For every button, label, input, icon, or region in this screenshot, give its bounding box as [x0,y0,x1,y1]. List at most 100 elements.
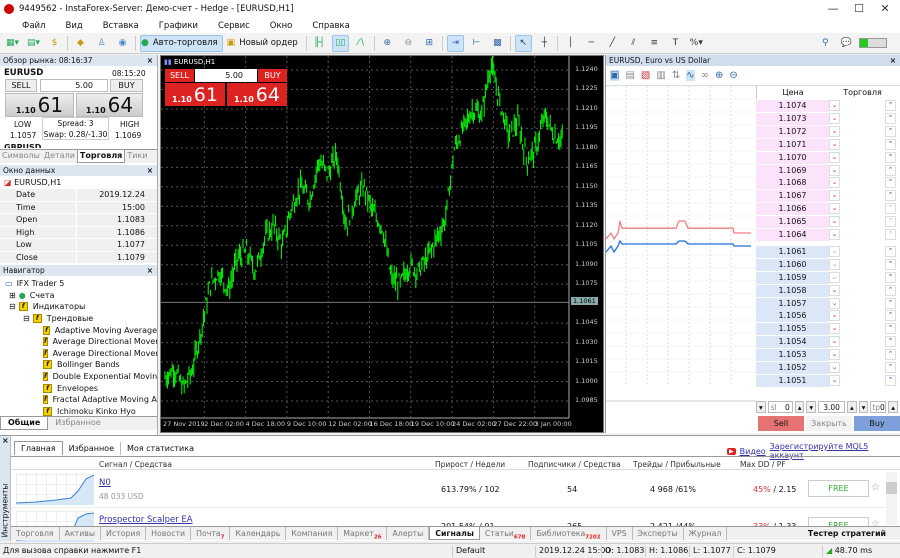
signal-name-link[interactable]: N0 [99,478,111,488]
nav-trend[interactable]: ⊟ f Трендовые [5,313,157,325]
advanced-icon[interactable]: ⇅ [671,70,681,81]
sl-input[interactable]: sl 0 [767,401,793,413]
depth-chart-icon[interactable]: ▣ [610,70,620,81]
buy-limit-icon[interactable]: ⌃ [885,374,896,386]
zoom-out-icon[interactable]: ⊖ [729,70,738,81]
crosshair-icon[interactable]: ┼ [541,38,548,48]
profiles-icon[interactable]: ▤▾ [26,38,41,48]
sl-increase[interactable]: ▴ [794,401,805,413]
buy-limit-icon[interactable]: ⌃ [885,362,896,373]
nav-indicator-item[interactable]: f Adaptive Moving Average [5,324,157,336]
menu-insert[interactable]: Вставка [102,20,139,31]
sell-limit-icon[interactable]: ⌄ [829,245,840,257]
sell-limit-icon[interactable]: ⌄ [829,138,840,150]
sell-limit-icon[interactable]: ⌄ [829,271,840,283]
depth-price[interactable]: 1.1054 [756,336,829,350]
volume-cell[interactable] [840,216,885,229]
nav-indicator-item[interactable]: f Average Directional Movement Index Wild… [5,348,157,360]
close-panel-icon[interactable]: × [146,166,153,175]
fibonacci-icon[interactable]: ≡ [650,38,659,48]
sell-limit-icon[interactable]: ⌄ [829,374,840,386]
signals-scrollbar[interactable] [886,472,897,525]
sell-limit-icon[interactable]: ⌄ [829,203,840,215]
auto-trading-button[interactable]: ● Авто-торговля [140,34,223,52]
strategy-tester-tab[interactable]: Тестер стратегий [807,529,886,538]
volume-cell[interactable] [840,310,885,323]
candlestick-icon[interactable]: ▯▯ [331,34,349,52]
sell-limit-icon[interactable]: ⌄ [829,258,840,270]
volume-cell[interactable] [840,152,885,165]
depth-price[interactable]: 1.1066 [756,203,829,217]
buy-limit-icon[interactable]: ⌃ [885,297,896,309]
volume-cell[interactable] [840,229,885,242]
nav-indicator-item[interactable]: f Bollinger Bands [5,359,157,371]
market-watch-icon[interactable]: $ [51,38,58,48]
buy-limit-icon[interactable]: ⌃ [885,190,896,202]
search-icon[interactable]: ⚲ [822,38,829,48]
price-chart[interactable]: ▮▮ EURUSD,H1 SELL 5.00 BUY 1.10 61 1.10 64… [160,55,604,433]
tab-main[interactable]: Главная [14,441,63,455]
bar-chart-icon[interactable]: ╟┤ [313,38,325,48]
sell-limit-icon[interactable]: ⌄ [829,190,840,202]
depth-price[interactable]: 1.1061 [756,245,829,259]
toolbox-tab[interactable]: История [101,527,147,540]
tp-decrease[interactable]: ▾ [858,401,869,413]
volume-cell[interactable] [840,362,885,375]
trendline-icon[interactable]: ╱ [609,38,616,48]
sell-limit-icon[interactable]: ⌄ [829,284,840,296]
volume-cell[interactable] [840,203,885,216]
menu-file[interactable]: Файл [22,20,46,31]
favorite-star-icon[interactable]: ☆ [871,519,880,530]
volume-cell[interactable] [840,375,885,388]
buy-limit-icon[interactable]: ⌃ [885,284,896,296]
collapse-icon[interactable]: ⊟ [23,314,30,324]
depth-volume-input[interactable]: 3.00 [818,401,846,413]
menu-window[interactable]: Окно [269,20,293,31]
buy-limit-icon[interactable]: ⌃ [885,323,896,335]
buy-limit-icon[interactable]: ⌃ [885,177,896,189]
volume-decrease[interactable]: ▾ [806,401,817,413]
horizontal-line-icon[interactable]: ─ [588,38,595,48]
depth-price[interactable]: 1.1058 [756,284,829,298]
zoom-in-icon[interactable]: ⊕ [714,70,724,81]
sl-decrease[interactable]: ▾ [756,401,766,413]
tile-windows-icon[interactable]: ⊞ [425,38,434,48]
chart-sell-button[interactable]: SELL [165,69,194,82]
volume-cell[interactable] [840,177,885,190]
chart-volume-input[interactable]: 5.00 [195,69,257,82]
sell-button[interactable]: SELL [5,79,37,92]
col-signal[interactable]: Сигнал / Средства [99,460,172,469]
buy-limit-icon[interactable]: ⌃ [885,336,896,348]
toolbox-tab[interactable]: Маркет26 [338,527,388,541]
buy-button[interactable]: BUY [110,79,143,92]
col-subscribers[interactable]: Подписчики / Средства [528,460,621,469]
nav-indicator-item[interactable]: f Double Exponential Moving Average [5,371,157,383]
tester-icon[interactable]: ◆ [77,38,84,48]
minimize-button[interactable]: — [827,2,839,15]
one-click-icon[interactable]: ▧ [640,70,651,81]
volume-cell[interactable] [840,272,885,285]
subscribe-free-button[interactable]: FREE [808,480,869,497]
volume-cell[interactable] [840,113,885,126]
menu-charts[interactable]: Графики [158,20,198,31]
tab-favorites[interactable]: Избранное [63,441,121,455]
shapes-icon[interactable]: %▾ [689,38,703,48]
buy-limit-icon[interactable]: ⌃ [885,258,896,270]
chart-bid-button[interactable]: 1.10 61 [165,83,225,106]
tab-trading[interactable]: Торговля [76,150,126,163]
volume-cell[interactable] [840,323,885,336]
nav-indicator-item[interactable]: f Fractal Adaptive Moving Average [5,394,157,406]
toolbox-tab[interactable]: Почта7 [191,527,231,541]
link-icon[interactable]: ∞ [700,70,709,81]
video-link[interactable]: Видео [739,446,766,456]
depth-price[interactable]: 1.1057 [756,297,829,311]
tp-increase[interactable]: ▴ [888,401,898,413]
volume-cell[interactable] [840,336,885,349]
sell-limit-icon[interactable]: ⌄ [829,310,840,322]
buy-limit-icon[interactable]: ⌃ [885,100,896,111]
volume-cell[interactable] [840,259,885,272]
buy-limit-icon[interactable]: ⌃ [885,151,896,163]
buy-limit-icon[interactable]: ⌃ [885,216,896,228]
nav-accounts[interactable]: ⊞ ● Счета [5,290,157,302]
depth-price[interactable]: 1.1056 [756,310,829,324]
